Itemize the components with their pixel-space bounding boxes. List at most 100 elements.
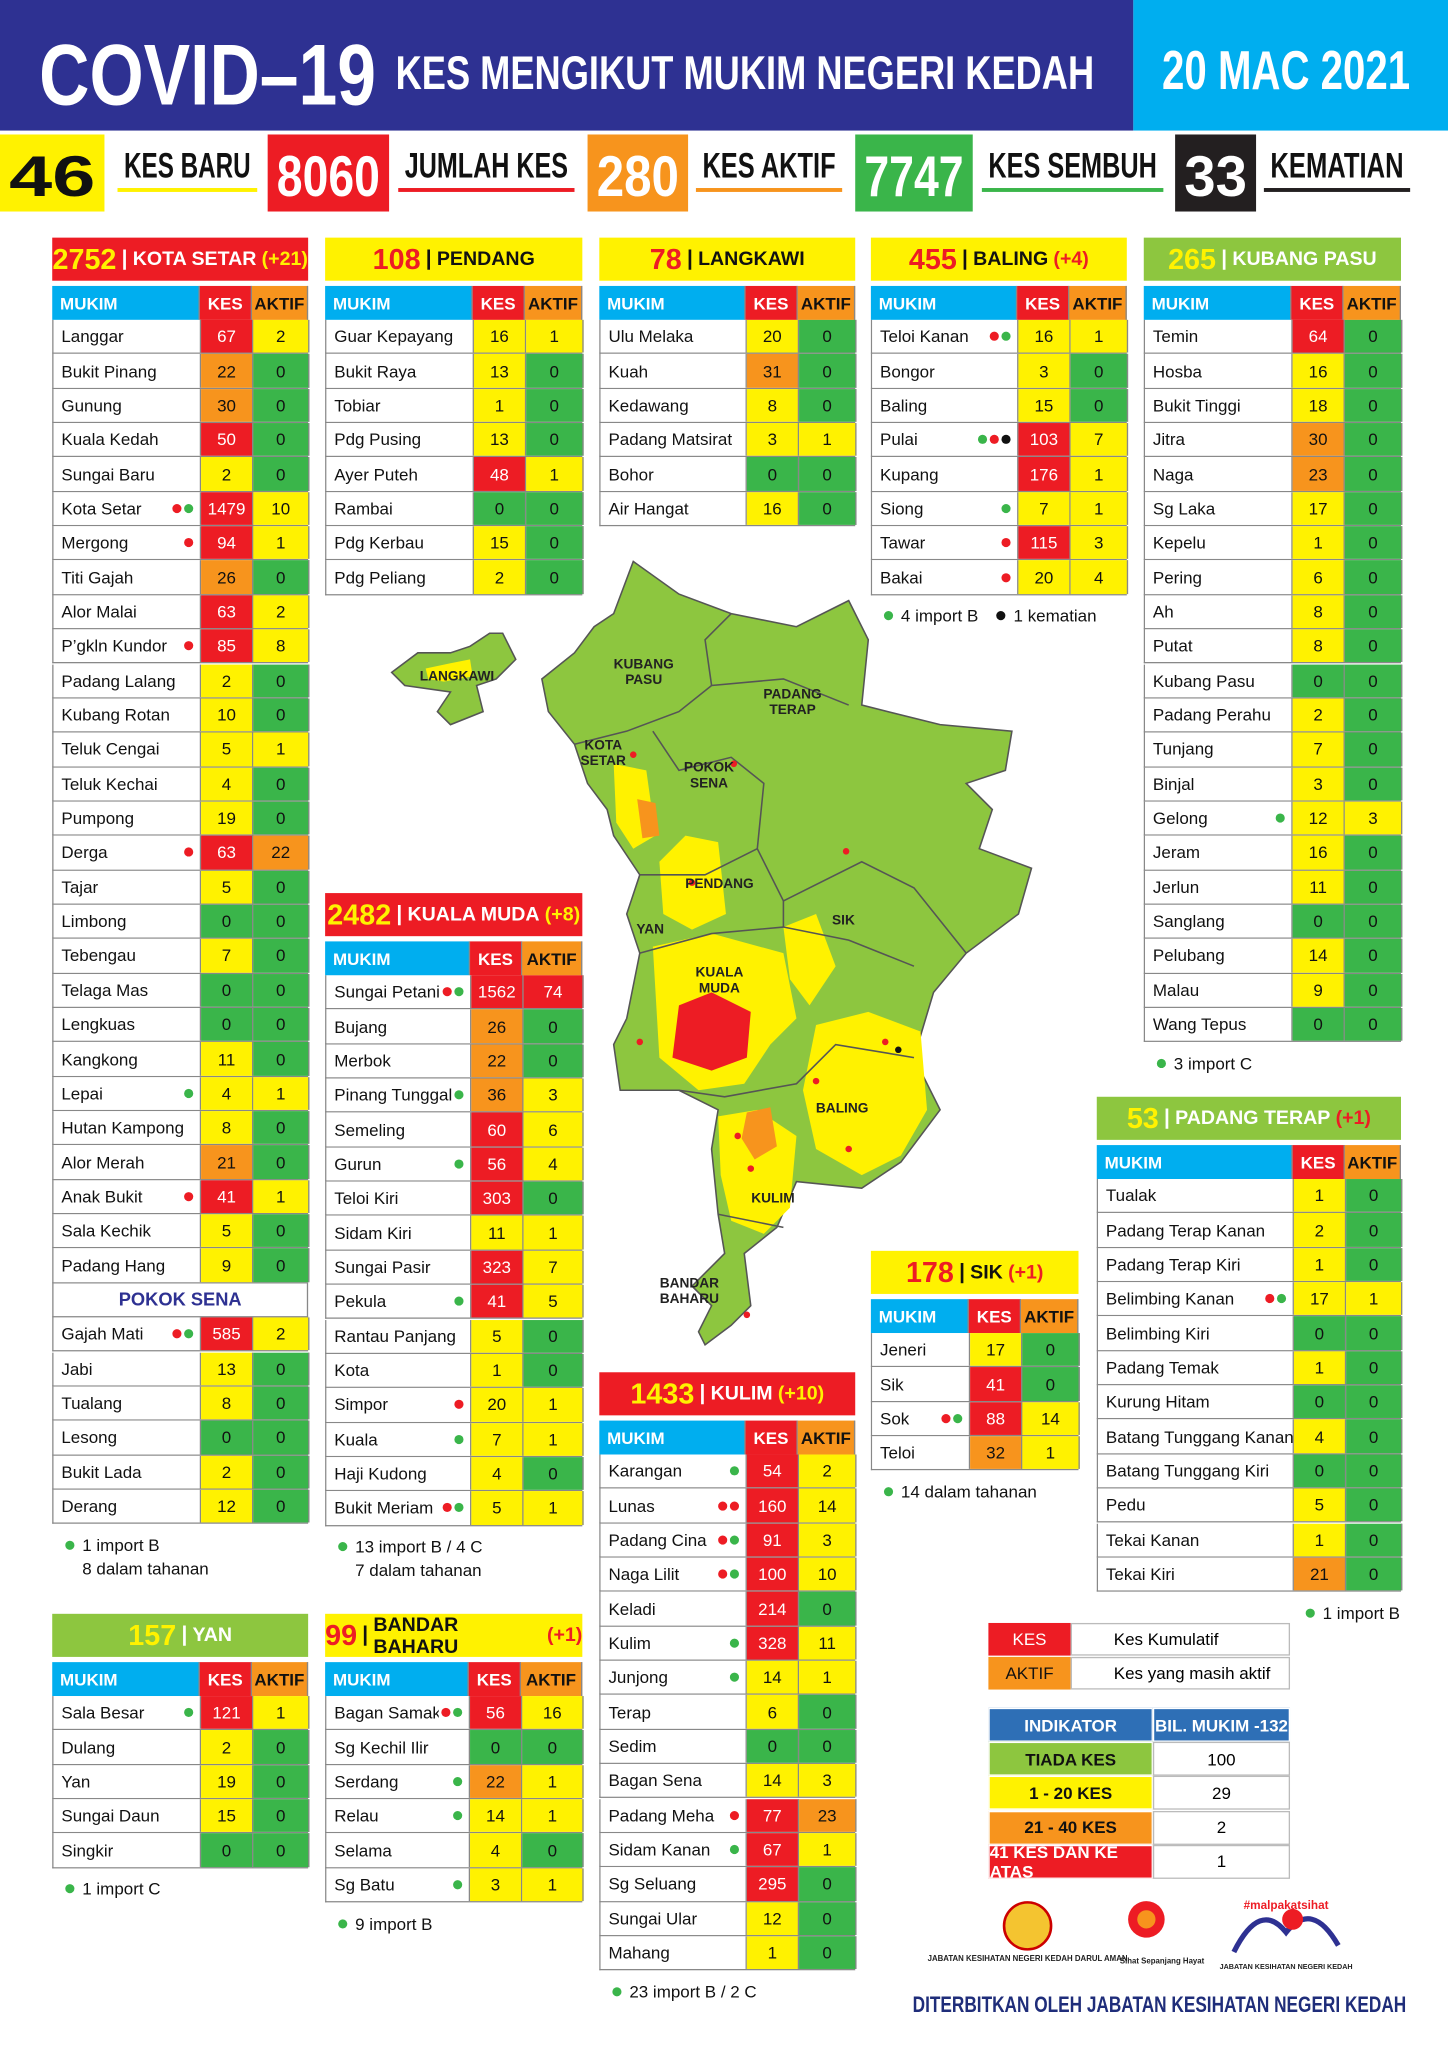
kes-cell: 0	[1293, 1385, 1347, 1419]
column-mukim: MUKIM	[1143, 285, 1292, 320]
table-row: Lengkuas 0 0	[52, 1007, 310, 1043]
table-row: Pelubang 14 0	[1143, 939, 1403, 974]
table-row: Tobiar 1 0	[325, 388, 584, 424]
mukim-name: Hutan Kampong	[61, 1117, 185, 1138]
mukim-cell: Bohor	[600, 457, 747, 491]
kes-cell: 0	[1292, 904, 1345, 938]
kes-cell: 2	[1292, 698, 1345, 732]
mukim-name: Tualang	[61, 1393, 123, 1413]
map-label: PADANG TERAP	[763, 687, 821, 718]
kes-cell: 7	[1292, 732, 1345, 766]
kes-cell: 5	[471, 1319, 524, 1353]
column-mukim: MUKIM	[599, 1420, 746, 1455]
kes-cell: 2	[201, 457, 254, 491]
mukim-name: Temin	[1152, 326, 1199, 347]
separator: |	[962, 247, 968, 270]
status-dot	[953, 1413, 963, 1424]
mukim-name: Gelong	[1152, 808, 1208, 828]
stat-value: 7747	[864, 145, 963, 209]
table-row: Semeling 60 6	[325, 1112, 584, 1148]
mukim-name: Pedu	[1105, 1495, 1146, 1515]
kes-cell: 2	[201, 1730, 254, 1764]
table-row: Jitra 30 0	[1143, 423, 1403, 458]
district-header: 1433 | KULIM (+10)	[599, 1372, 856, 1416]
mukim-cell: Bukit Tinggi	[1145, 388, 1293, 422]
table-row: Sala Besar 121 1	[52, 1696, 310, 1731]
mukim-cell: Teloi Kanan	[872, 319, 1019, 353]
mukim-name: Kota	[334, 1360, 370, 1381]
kes-cell: 18	[1292, 388, 1345, 422]
status-dot	[454, 1503, 464, 1513]
stat-underline	[981, 188, 1164, 192]
table-row: Pering 6 0	[1143, 560, 1403, 596]
map-area	[637, 799, 660, 839]
mukim-cell: Kepelu	[1145, 526, 1293, 560]
table-row: Mergong 94 1	[52, 526, 310, 561]
kes-cell: 5	[201, 732, 254, 766]
mukim-name: Sik	[880, 1374, 904, 1394]
mukim-name: Bujang	[334, 1016, 388, 1037]
mukim-cell: Yan	[53, 1764, 202, 1798]
note-dot	[1156, 1058, 1166, 1068]
aktif-cell: 0	[1344, 904, 1403, 938]
mukim-name: Sungai Ular	[608, 1908, 698, 1929]
district-change: (+4)	[1053, 248, 1089, 271]
kes-cell: 14	[746, 1764, 800, 1798]
note-dot	[338, 1918, 348, 1928]
aktif-cell: 3	[799, 1764, 857, 1798]
table-row: Alor Malai 63 2	[52, 595, 310, 630]
mukim-name: Sungai Daun	[61, 1806, 160, 1826]
table-row: Padang Meha 77 23	[599, 1798, 857, 1833]
column-aktif: AKTIF	[251, 1662, 309, 1697]
kes-cell: 22	[470, 1764, 523, 1798]
status-dot	[453, 1708, 463, 1718]
district-change: (+1)	[1008, 1261, 1044, 1284]
kes-cell: 2	[473, 560, 527, 594]
column-header: MUKIM KES AKTIF	[325, 1662, 583, 1697]
indicator-label: 1 - 20 KES	[988, 1776, 1153, 1811]
mukim-name: Kupang	[880, 464, 939, 484]
mukim-cell: Ayer Puteh	[326, 457, 474, 491]
aktif-cell: 11	[799, 1626, 857, 1660]
mukim-name: Karangan	[608, 1461, 683, 1481]
aktif-cell: 0	[1344, 560, 1403, 594]
status-dot	[184, 847, 194, 858]
table-row: Kupang 176 1	[870, 457, 1129, 492]
kes-cell: 31	[746, 354, 800, 388]
column-aktif: AKTIF	[524, 285, 583, 320]
mukim-name: Merbok	[334, 1050, 391, 1071]
mukim-cell: Pumpong	[53, 801, 202, 835]
mukim-name: Kulim	[608, 1633, 651, 1653]
column-aktif: AKTIF	[1021, 1299, 1079, 1334]
table-row: Kuala Kedah 50 0	[52, 423, 310, 458]
stat-value: 46	[9, 145, 95, 209]
mukim-cell: Hosba	[1145, 354, 1293, 388]
mukim-name: Pumpong	[61, 808, 135, 828]
kes-cell: 1	[1293, 1351, 1347, 1385]
map-border	[639, 847, 758, 876]
table-row: Siong 7 1	[870, 491, 1129, 527]
table-row: Sala Kechik 5 0	[52, 1214, 310, 1249]
mukim-cell: Pdg Kerbau	[326, 526, 474, 560]
table-row: Gunung 30 0	[52, 388, 310, 424]
status-dot	[977, 435, 988, 445]
table-row: Langgar 67 2	[52, 319, 310, 355]
legend-key: KES	[988, 1622, 1071, 1656]
mukim-cell: Pdg Pusing	[326, 423, 474, 457]
column-aktif: AKTIF	[522, 941, 583, 976]
note-line: 13 import B / 4 C	[338, 1535, 483, 1559]
status-dot	[184, 503, 194, 514]
mukim-cell: Anak Bukit	[53, 1180, 202, 1214]
mukim-cell: Ulu Melaka	[600, 319, 747, 353]
table-row: Pdg Kerbau 15 0	[325, 526, 584, 561]
aktif-cell: 0	[253, 423, 310, 457]
mukim-name: Kuala Kedah	[61, 429, 159, 450]
kes-cell: 16	[1292, 354, 1345, 388]
title: COVID–19	[39, 27, 376, 123]
aktif-cell: 16	[522, 1696, 584, 1730]
aktif-cell: 0	[253, 388, 310, 422]
table-row: Sungai Ular 12 0	[599, 1901, 857, 1937]
kes-cell: 22	[201, 354, 254, 388]
mukim-cell: Langgar	[53, 319, 202, 353]
table-row: Bagan Sena 14 3	[599, 1764, 857, 1799]
